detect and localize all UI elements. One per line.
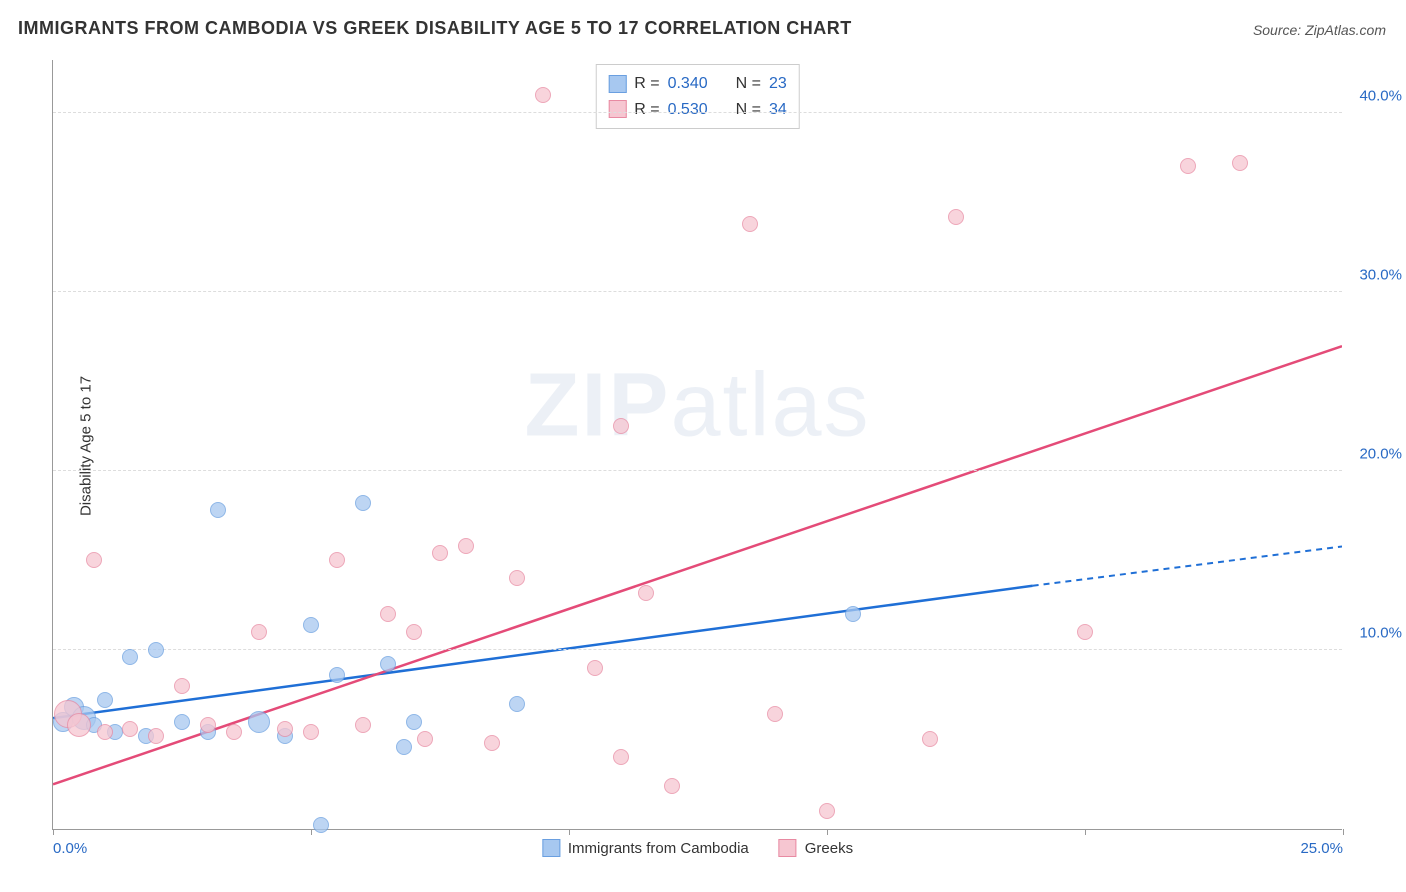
legend-item: Immigrants from Cambodia [542,839,749,857]
data-point [396,739,412,755]
data-point [122,721,138,737]
data-point [303,617,319,633]
data-point [122,649,138,665]
data-point [329,552,345,568]
data-point [613,749,629,765]
scatter-plot-area: ZIPatlas R =0.340N =23R =0.530N =34 Immi… [52,60,1342,830]
legend-swatch [608,75,626,93]
y-tick-label: 10.0% [1348,624,1402,641]
legend-swatch [608,100,626,118]
series-legend: Immigrants from Cambodia Greeks [542,839,853,857]
y-tick-label: 40.0% [1348,87,1402,104]
gridline-h [53,470,1342,471]
correlation-stats-box: R = 0.340 N = 23 R = 0.530 N = 34 [595,64,800,129]
data-point [1180,158,1196,174]
x-tick-label: 25.0% [1300,840,1343,857]
data-point [948,209,964,225]
data-point [922,731,938,747]
gridline-h [53,112,1342,113]
data-point [509,696,525,712]
data-point [1077,624,1093,640]
x-tick-mark [569,829,570,835]
stats-row: R = 0.340 N = 23 [608,71,787,97]
stat-r-value: 0.530 [668,97,708,123]
data-point [406,714,422,730]
data-point [200,717,216,733]
y-tick-label: 20.0% [1348,445,1402,462]
stat-r-label: R = [634,97,659,123]
x-tick-label: 0.0% [53,840,87,857]
trend-line-extrapolated [1033,546,1342,585]
data-point [509,570,525,586]
legend-swatch [542,839,560,857]
data-point [535,87,551,103]
stat-r-value: 0.340 [668,71,708,97]
data-point [406,624,422,640]
x-tick-mark [1343,829,1344,835]
data-point [458,538,474,554]
data-point [742,216,758,232]
stat-n-label: N = [736,71,761,97]
data-point [664,778,680,794]
watermark-text: ZIPatlas [524,355,870,458]
data-point [313,817,329,833]
data-point [86,552,102,568]
data-point [174,714,190,730]
x-tick-mark [311,829,312,835]
data-point [226,724,242,740]
stat-n-value: 23 [769,71,787,97]
legend-swatch [779,839,797,857]
data-point [355,717,371,733]
stat-n-label: N = [736,97,761,123]
legend-label: Greeks [805,840,853,857]
data-point [248,711,270,733]
data-point [67,713,91,737]
data-point [1232,155,1248,171]
gridline-h [53,291,1342,292]
data-point [355,495,371,511]
data-point [174,678,190,694]
legend-label: Immigrants from Cambodia [568,840,749,857]
trend-line [53,346,1342,784]
x-tick-mark [53,829,54,835]
chart-title: IMMIGRANTS FROM CAMBODIA VS GREEK DISABI… [18,18,852,39]
data-point [380,606,396,622]
gridline-h [53,649,1342,650]
data-point [613,418,629,434]
data-point [638,585,654,601]
legend-item: Greeks [779,839,853,857]
data-point [380,656,396,672]
data-point [432,545,448,561]
stat-n-value: 34 [769,97,787,123]
data-point [251,624,267,640]
stat-r-label: R = [634,71,659,97]
trend-lines-svg [53,60,1342,829]
data-point [148,642,164,658]
x-tick-mark [827,829,828,835]
data-point [484,735,500,751]
x-tick-mark [1085,829,1086,835]
data-point [587,660,603,676]
data-point [277,721,293,737]
data-point [210,502,226,518]
data-point [97,692,113,708]
data-point [97,724,113,740]
data-point [417,731,433,747]
data-point [303,724,319,740]
trend-line [53,586,1033,718]
data-point [819,803,835,819]
data-point [148,728,164,744]
stats-row: R = 0.530 N = 34 [608,97,787,123]
source-attribution: Source: ZipAtlas.com [1253,22,1386,38]
data-point [845,606,861,622]
data-point [767,706,783,722]
y-tick-label: 30.0% [1348,266,1402,283]
data-point [329,667,345,683]
